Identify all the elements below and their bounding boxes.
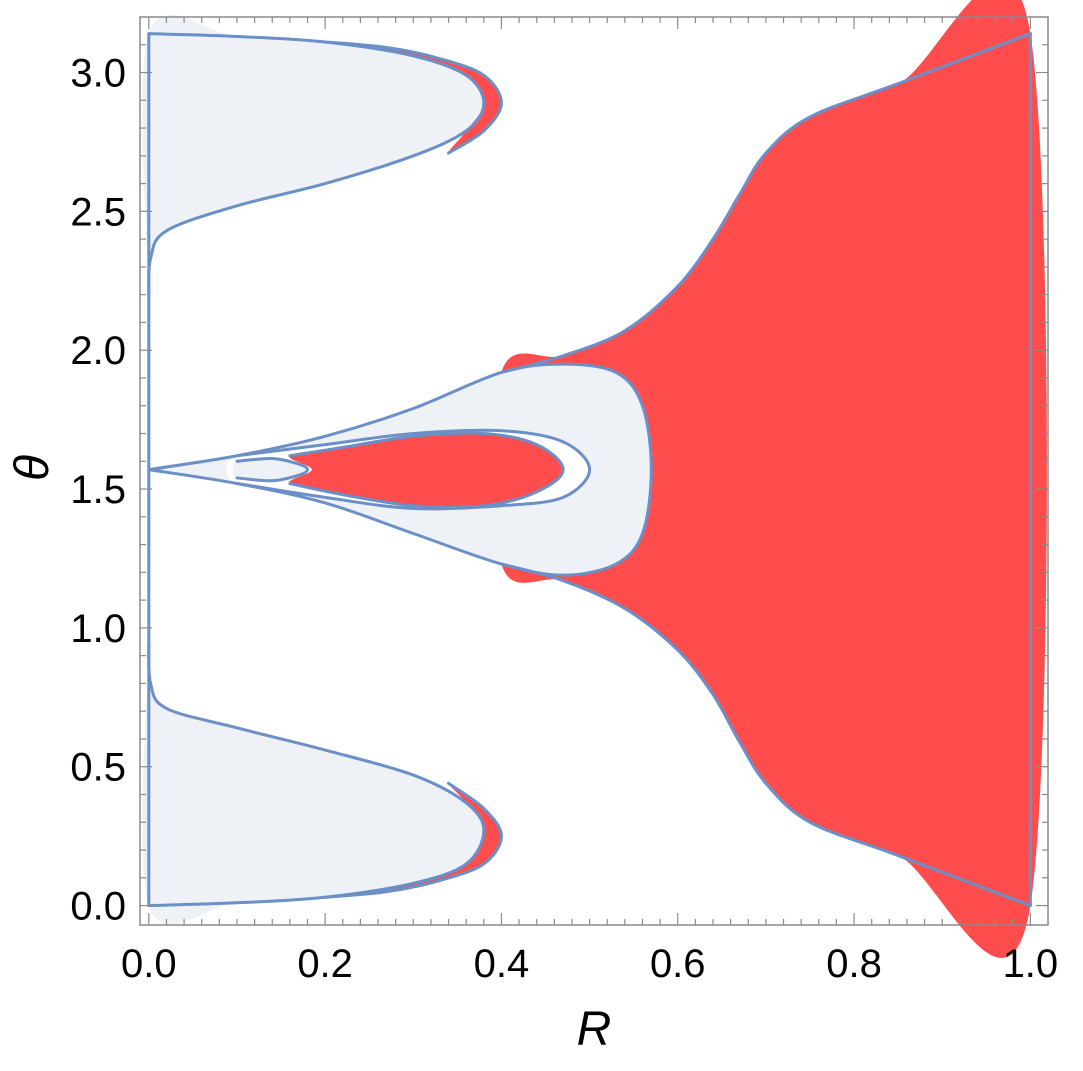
region-red-center: [289, 433, 564, 508]
x-tick-label: 0.8: [826, 942, 882, 986]
curve-lobe-top-inner: [147, 32, 486, 297]
tick-labels: 0.0 0.2 0.4 0.6 0.8 1.0 0.0 0.5 1.0 1.5 2.0 2.5 3.0: [70, 52, 1058, 986]
y-tick-label: 1.5: [70, 468, 126, 512]
curve-center-red-boundary: [288, 431, 565, 509]
curve-right-region-upper: [499, 32, 1032, 374]
region-light-top-left: [142, 14, 484, 307]
x-tick-label: 0.6: [650, 942, 706, 986]
y-tick-label: 0.0: [70, 885, 126, 929]
x-tick-label: 0.2: [297, 942, 353, 986]
curve-center-light-boundary: [147, 362, 653, 577]
boundary-curves: [147, 32, 1032, 908]
plot-frame: [139, 16, 1049, 926]
region-light-bottom-left: [142, 633, 484, 925]
x-tick-label: 1.0: [1003, 942, 1059, 986]
region-red-right: [493, 0, 1047, 958]
curve-lobe-bottom-outer: [323, 781, 503, 899]
y-axis-title: θ: [6, 455, 59, 481]
curve-center-ring-boundary: [235, 428, 592, 511]
curve-lobe-top-outer: [323, 40, 503, 155]
x-tick-label: 0.4: [474, 942, 530, 986]
y-tick-label: 3.0: [70, 52, 126, 96]
axis-ticks: [140, 17, 1048, 925]
curve-right-region-lower: [499, 562, 1032, 908]
x-tick-label: 0.0: [121, 942, 177, 986]
region-light-small-loop: [232, 458, 308, 481]
x-axis-title: R: [577, 1003, 612, 1056]
y-tick-label: 1.0: [70, 607, 126, 651]
y-tick-label: 0.5: [70, 746, 126, 790]
curve-lobe-bottom-inner: [147, 643, 486, 908]
y-tick-label: 2.0: [70, 329, 126, 373]
y-tick-label: 2.5: [70, 190, 126, 234]
curve-small-loop-boundary: [235, 456, 309, 483]
